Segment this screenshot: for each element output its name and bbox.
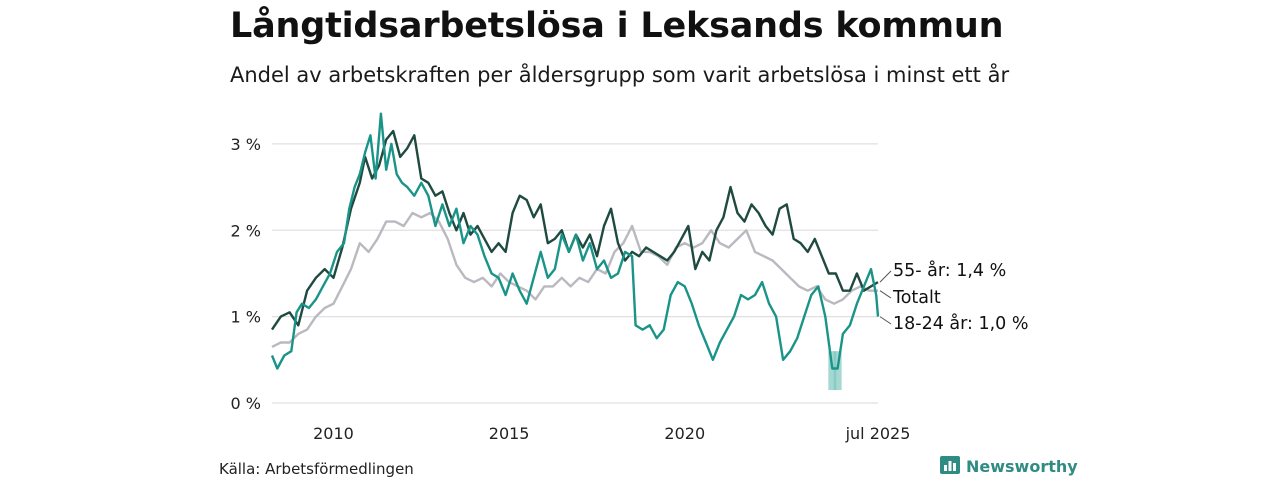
end-label-leader xyxy=(879,316,892,325)
uncertainty-bands xyxy=(828,351,842,391)
end-label-leader xyxy=(879,270,892,283)
brand-name: Newsworthy xyxy=(966,456,1078,476)
y-tick-label: 2 % xyxy=(231,221,261,240)
series-end-label: Totalt xyxy=(892,288,941,308)
uncertainty-band xyxy=(833,351,842,391)
y-tick-label: 0 % xyxy=(231,394,261,413)
newsworthy-logo-icon xyxy=(940,456,960,474)
y-tick-label: 3 % xyxy=(231,135,261,154)
series-line-1 xyxy=(271,211,878,348)
series-line-2 xyxy=(270,112,880,370)
brand-logo: Newsworthy xyxy=(940,456,1078,476)
series-end-label: 18-24 år: 1,0 % xyxy=(893,313,1029,334)
uncertainty-band xyxy=(828,351,837,391)
source-note: Källa: Arbetsförmedlingen xyxy=(219,460,414,478)
series-lines xyxy=(270,112,880,370)
end-labels: 55- år: 1,4 % Totalt 18-24 år: 1,0 % xyxy=(879,260,1029,334)
x-tick-label: 2015 xyxy=(489,424,530,443)
x-tick-label: 2020 xyxy=(664,424,705,443)
series-end-label: 55- år: 1,4 % xyxy=(893,260,1006,281)
x-tick-label: 2010 xyxy=(313,424,354,443)
y-tick-label: 1 % xyxy=(231,308,261,327)
x-tick-label: jul 2025 xyxy=(845,424,911,443)
end-label-leader xyxy=(879,290,892,299)
y-axis-ticks: 0 % 1 % 2 % 3 % xyxy=(231,135,261,413)
chart-subtitle: Andel av arbetskraften per åldersgrupp s… xyxy=(230,63,1010,87)
chart-title: Långtidsarbetslösa i Leksands kommun xyxy=(230,6,1004,46)
x-axis-ticks: 2010 2015 2020 jul 2025 xyxy=(313,424,910,443)
series-line-0 xyxy=(271,129,879,331)
